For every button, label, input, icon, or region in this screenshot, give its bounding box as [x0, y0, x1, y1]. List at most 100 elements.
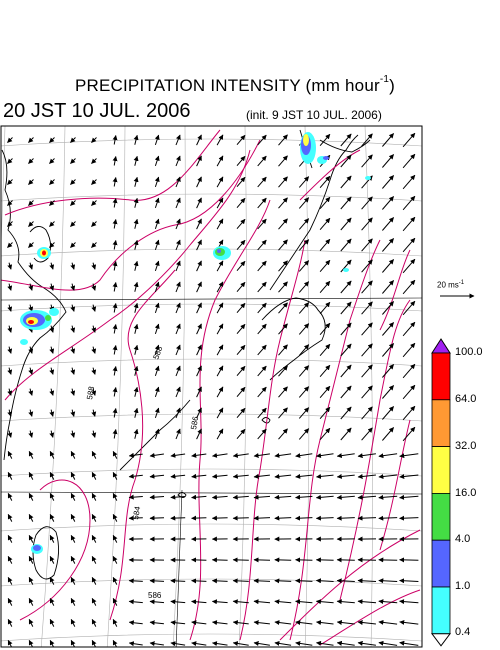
wind-arrow: [149, 515, 165, 521]
wind-arrow: [49, 179, 55, 185]
wind-arrow: [7, 325, 13, 333]
wind-arrow: [278, 134, 288, 146]
wind-arrow: [402, 405, 416, 421]
wind-arrow: [253, 599, 271, 605]
wind-arrow: [49, 283, 55, 291]
wind-arrow: [175, 365, 181, 377]
wind-arrow: [257, 302, 267, 314]
asian-coast: [1, 149, 67, 461]
title-exponent: -1: [379, 74, 390, 86]
wind-arrow: [7, 158, 13, 164]
parallel-line: [1, 248, 422, 257]
wind-arrow: [298, 323, 310, 335]
reference-latitude: [1, 297, 422, 301]
contour-label-2: 588: [85, 385, 96, 400]
wind-arrow: [236, 197, 246, 209]
wind-arrow: [216, 134, 224, 146]
wind-arrow: [298, 260, 310, 272]
wind-arrow: [402, 321, 416, 337]
wind-arrow: [49, 158, 55, 164]
wind-arrow: [257, 260, 267, 272]
wind-arrow: [319, 196, 331, 210]
height-contours: [1, 129, 421, 646]
wind-arrow: [253, 515, 271, 521]
wind-arrow: [257, 281, 267, 293]
wind-arrow: [70, 346, 76, 354]
wind-arrow: [49, 262, 55, 270]
wind-arrow: [236, 302, 246, 314]
valid-time: 20 JST 10 JUL. 2006: [3, 100, 191, 122]
wind-arrow: [112, 198, 118, 208]
wind-arrow: [253, 473, 270, 479]
wind-arrow: [361, 427, 373, 441]
wind-arrow: [70, 555, 76, 564]
wind-arrow: [236, 386, 246, 398]
wind-arrow: [236, 134, 246, 146]
wind-arrow: [253, 578, 271, 584]
colorbar-segment: [431, 446, 451, 494]
wind-arrow: [91, 304, 97, 312]
wind-arrow: [7, 367, 13, 375]
wind-arrow: [112, 387, 118, 397]
wind-arrow: [7, 534, 13, 543]
wind-arrow: [257, 176, 267, 188]
wind-arrow: [382, 280, 394, 294]
wind-arrow: [175, 407, 181, 419]
wind-arrow: [128, 599, 143, 605]
wind-arrow: [295, 453, 313, 459]
wind-arrow: [49, 513, 55, 522]
wind-arrow: [7, 597, 13, 606]
chart-title: PRECIPITATION INTENSITY (mm hour-1): [0, 74, 470, 96]
wind-arrow: [28, 450, 34, 459]
wind-arrow: [112, 261, 118, 271]
wind-arrow: [154, 134, 160, 146]
wind-arrow: [253, 620, 270, 626]
wind-arrow: [336, 515, 355, 521]
wind-arrow: [28, 597, 34, 606]
wind-arrow: [49, 200, 55, 206]
wind-arrow: [357, 494, 377, 500]
wind-arrow: [112, 639, 118, 647]
wind-arrow: [154, 407, 160, 419]
wind-arrow: [236, 176, 246, 188]
wind-arrow: [175, 386, 181, 398]
wind-arrow: [402, 363, 416, 379]
wind-arrow: [196, 176, 202, 188]
wind-arrow: [91, 137, 97, 143]
wind-arrow: [49, 618, 55, 627]
meridian-line: [1, 126, 6, 253]
wind-arrow: [298, 197, 310, 209]
wind-arrow: [154, 365, 160, 377]
wind-arrow: [211, 515, 228, 521]
wind-arrow: [91, 513, 97, 522]
wind-arrow: [175, 260, 181, 272]
wind-arrow: [70, 409, 76, 417]
wind-arrow: [28, 513, 34, 522]
wind-arrow: [257, 407, 267, 419]
wind-arrow: [170, 494, 186, 500]
wind-arrow: [70, 200, 76, 206]
wind-arrow: [112, 408, 118, 418]
hokkaido: [319, 139, 371, 153]
wind-arrow: [340, 280, 352, 294]
wind-arrow: [70, 388, 76, 396]
wind-arrow: [170, 578, 186, 584]
wind-arrow: [70, 597, 76, 606]
wind-arrow: [112, 534, 118, 543]
wind-arrow: [70, 242, 76, 248]
wind-arrow: [212, 452, 228, 458]
wind-arrow: [196, 386, 202, 398]
wind-arrow: [49, 221, 55, 227]
wind-arrow: [49, 367, 55, 375]
parallel-line: [1, 138, 422, 147]
meridian-line: [40, 126, 66, 647]
wind-arrow: [216, 260, 224, 272]
wind-arrow: [112, 177, 118, 187]
wind-arrow: [211, 599, 228, 605]
wind-arrow: [378, 494, 398, 500]
wind-arrow: [28, 137, 34, 143]
wind-arrow: [340, 175, 352, 189]
wind-arrow: [7, 471, 13, 480]
wind-arrow: [257, 218, 267, 230]
wind-arrow: [149, 578, 165, 584]
